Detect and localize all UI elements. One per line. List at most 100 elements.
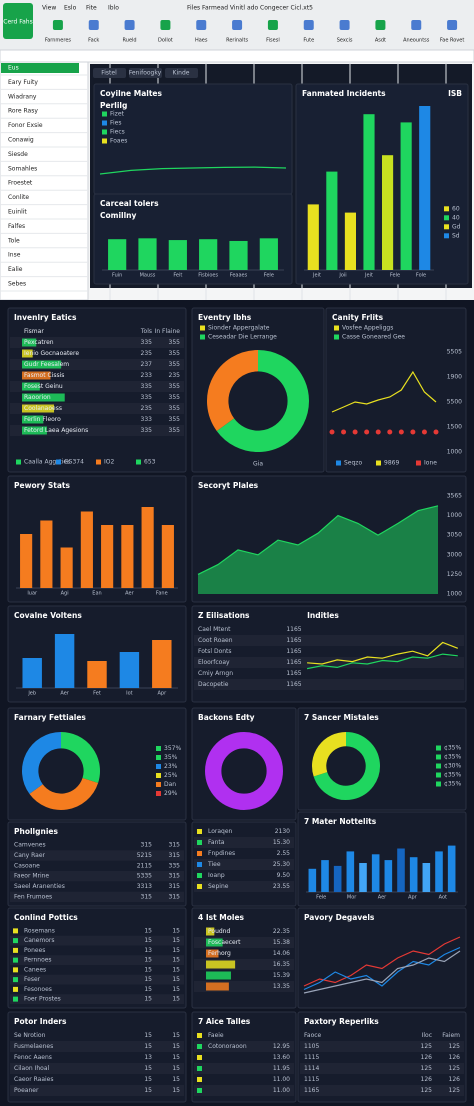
cell: 1165 [286,626,301,633]
sidebar-row[interactable]: Falfes [8,223,25,230]
legend-swatch [334,325,339,331]
cell: Gudr Feesalem [24,361,69,368]
sidebar-row[interactable]: Conlite [8,194,29,201]
row-icon [13,986,18,992]
panel-title: Pewory Stats [14,481,70,490]
axis-label: 5505 [447,349,462,356]
ribbon-label[interactable]: Dollot [158,38,173,44]
ribbon-label[interactable]: Fisesl [266,38,280,44]
row-icon [13,996,18,1002]
donut-slice [60,732,100,784]
legend-swatch [436,754,441,760]
ribbon-label[interactable]: Asdt [375,38,386,44]
bar [359,863,367,892]
cell: 355 [169,416,181,423]
menu-item[interactable]: View [42,5,56,12]
sidebar-row[interactable]: Siesde [8,151,28,158]
area [198,505,438,594]
cell: 2115 [137,862,152,869]
x-label: Jeit [312,273,321,279]
legend-label: Sionder Appergalate [208,325,270,332]
ribbon-label[interactable]: Fack [88,38,99,44]
row-band [194,1041,294,1052]
x-label: Apr [157,691,167,697]
panel-title: Paxtory Reperliks [304,1017,379,1026]
line [303,936,461,987]
cell: 13.60 [273,1054,290,1061]
bar [80,511,93,588]
cell: 315 [169,842,181,849]
sidebar-row[interactable]: Fonor Exsie [8,122,43,129]
ribbon-label[interactable]: Aneountss [403,38,430,44]
cell: In Flaine [155,328,181,335]
sidebar-row[interactable]: Eus [8,65,19,72]
menu-item[interactable]: Eslo [64,5,77,12]
app-button[interactable] [3,3,33,39]
legend-swatch [444,215,449,221]
cell: 15.30 [273,839,290,846]
tab[interactable] [165,68,198,78]
legend-label: 653 [144,459,156,466]
dot [421,429,427,435]
legend-swatch [444,206,449,212]
row-bar [206,949,219,958]
tab-label: Kinde [173,70,190,77]
tab[interactable] [129,68,162,78]
panel-title: Pavory Degavels [304,913,375,922]
ribbon-label[interactable]: Farnmeres [45,38,72,44]
menu-item[interactable]: Fite [86,5,97,12]
row-band [300,1063,464,1074]
row-icon [13,947,18,953]
panel [191,821,297,907]
cell: 335 [169,862,181,869]
cell: 1165 [304,1087,319,1094]
x-label: Fele [390,273,400,279]
cell: Cilaon Ihoal [14,1065,50,1072]
menu-item[interactable]: Iblo [108,5,119,12]
cell: Casoane [14,862,40,869]
panel-subtitle: Comillny [100,211,137,220]
cell: 15 [144,1043,152,1050]
cell: 315 [169,873,181,880]
cell: Ioanp [208,872,225,879]
cell: 335 [141,427,153,434]
tab[interactable] [93,68,126,78]
sidebar-row[interactable]: Sebes [8,281,26,288]
ribbon-label[interactable]: Fae Rovet [440,38,464,44]
sidebar-row[interactable]: Euinlit [8,209,27,216]
sidebar-row[interactable]: Rore Rasy [8,108,38,115]
cell: 125 [449,1087,461,1094]
cell: 15 [144,927,152,934]
tab-label: Fenifoogky [129,70,162,77]
x-label: Aer [378,895,387,901]
bar [384,860,393,892]
bar [152,640,172,688]
bar [40,520,53,588]
panel-title: Covalne Voltens [14,611,82,620]
ribbon-label[interactable]: Fute [303,38,314,44]
sidebar-row[interactable]: Ealie [8,266,23,273]
ribbon-icon [303,20,314,30]
sidebar-row[interactable]: Conawig [8,137,34,144]
cell: 315 [169,893,181,900]
legend-label: Vosfee Appeliggs [342,325,393,332]
legend-swatch [156,746,161,751]
sidebar-row[interactable]: Somahles [8,165,37,172]
ribbon-label[interactable]: Haes [195,38,208,44]
ribbon-label[interactable]: Sexcis [337,38,353,44]
row-band [194,959,294,970]
legend-label: 40 [452,214,460,221]
ribbon-label[interactable]: Rerinalts [226,38,248,44]
ribbon-label[interactable]: Rueld [123,38,137,44]
sidebar-row[interactable]: Froestet [8,180,33,187]
row-band [194,837,294,848]
sidebar-row[interactable]: Tole [7,237,20,244]
cell: 235 [141,350,153,357]
cell: 15 [172,1076,180,1083]
row-band [10,403,184,414]
legend-label: IO2 [104,459,114,466]
sidebar-row[interactable]: Eary Fuity [8,79,38,86]
sidebar-row[interactable]: Wiadrany [8,93,37,100]
legend-label: Seqzo [344,460,362,467]
sidebar-row[interactable]: Inse [8,252,21,259]
